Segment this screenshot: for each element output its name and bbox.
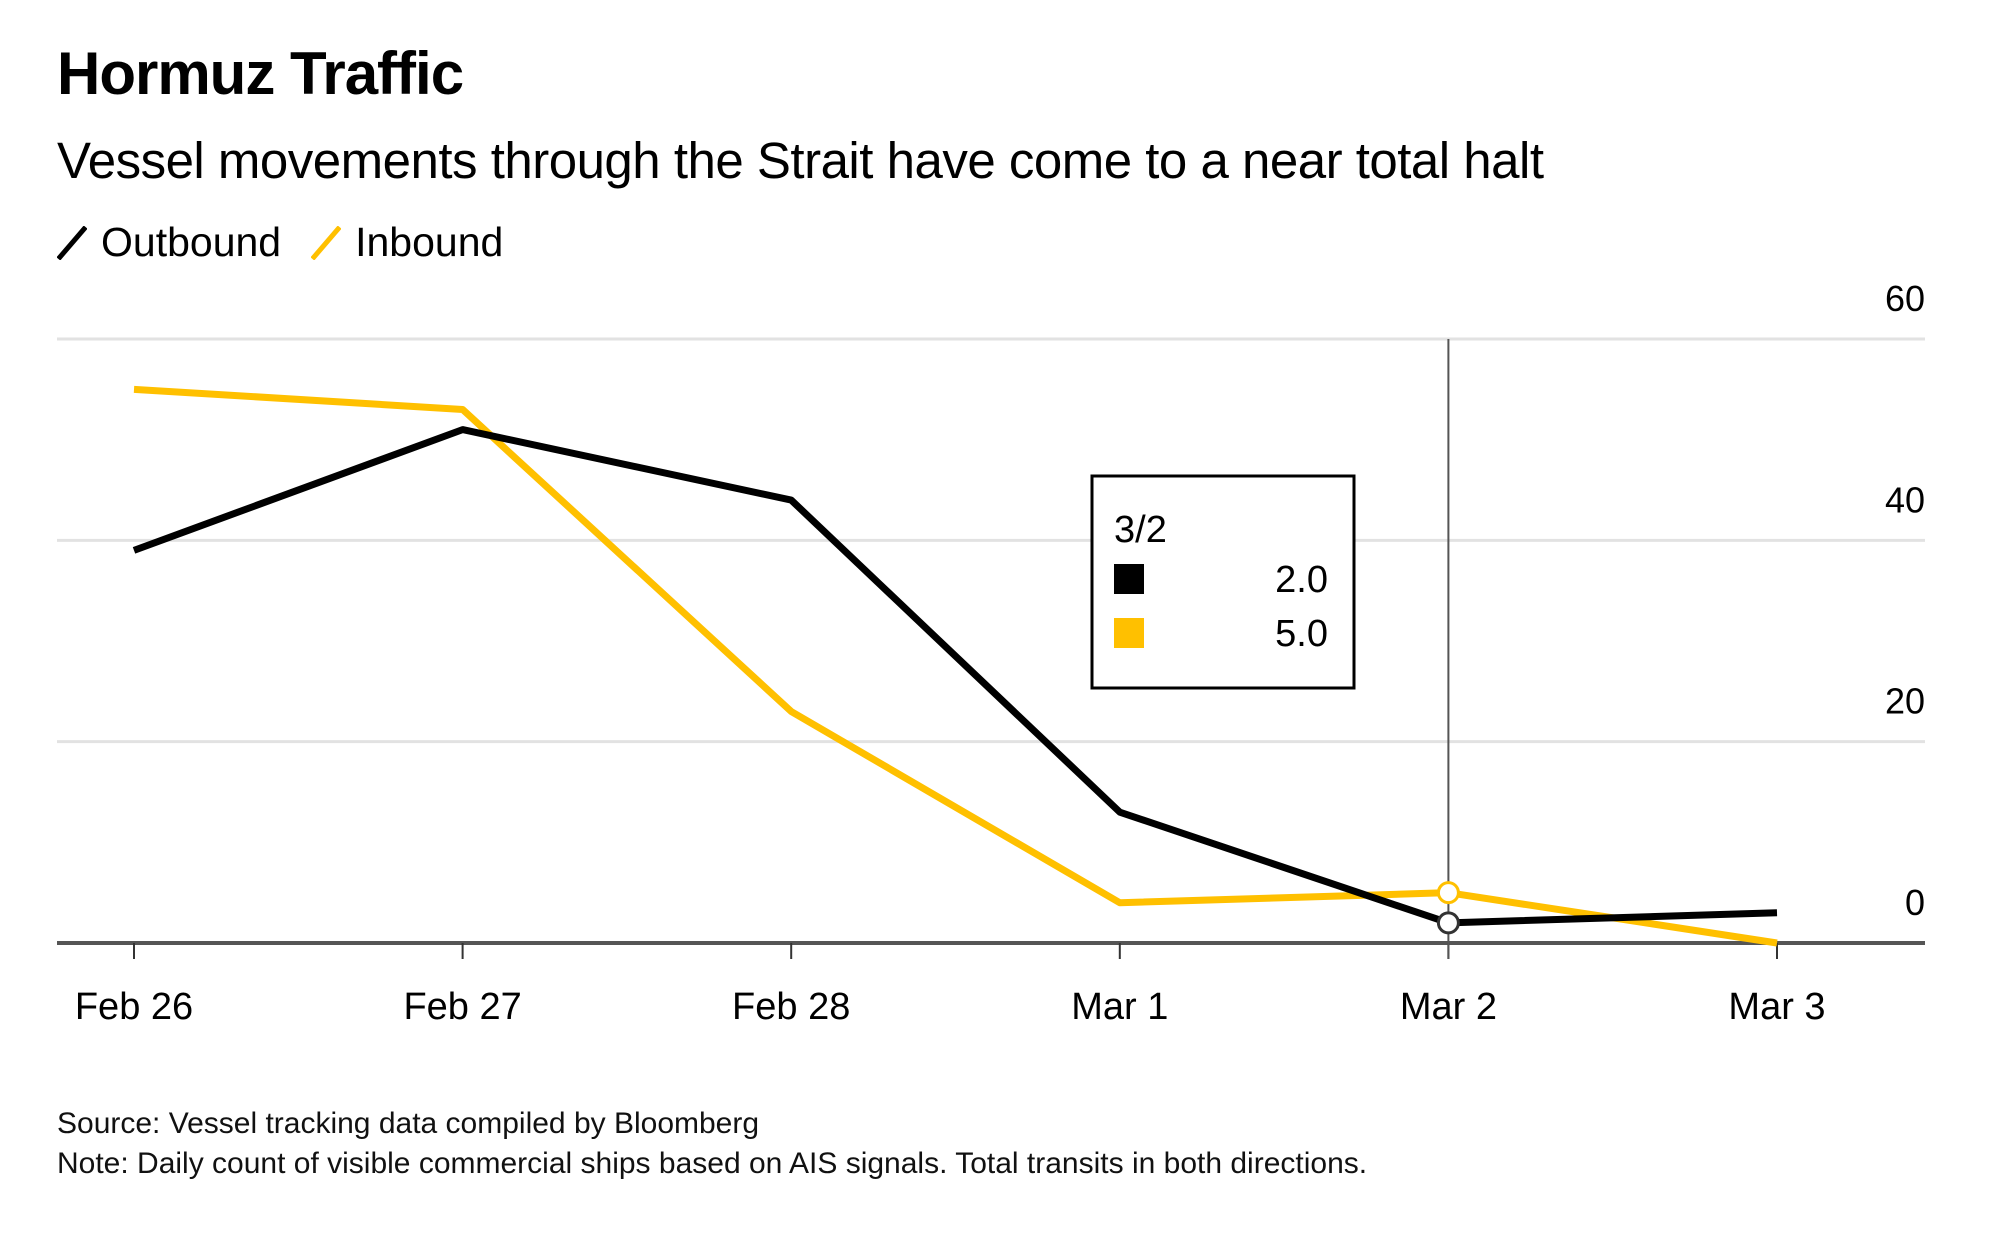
series-line-outbound: [132, 426, 1778, 927]
gridlines: [57, 337, 1925, 744]
hover-marker-outbound: [1436, 911, 1460, 935]
series-line-inbound: [133, 385, 1778, 947]
tooltip-value-outbound: 2.0: [1275, 559, 1328, 601]
y-axis-labels: 0 20 40 60: [1885, 278, 1925, 923]
x-tick-label: Mar 3: [1728, 986, 1825, 1028]
y-tick-label: 40: [1885, 479, 1925, 520]
tooltip-value-inbound: 5.0: [1275, 613, 1328, 655]
x-tick-label: Feb 27: [403, 986, 521, 1028]
x-tick-label: Mar 2: [1400, 986, 1497, 1028]
source-note: Source: Vessel tracking data compiled by…: [57, 1107, 760, 1140]
x-axis: Feb 26 Feb 27 Feb 28 Mar 1 Mar 2 Mar 3: [57, 941, 1925, 1028]
legend-label-inbound: Inbound: [355, 219, 504, 265]
hover-marker-inbound: [1436, 881, 1460, 905]
chart-title: Hormuz Traffic: [57, 40, 464, 107]
legend-item-outbound[interactable]: Outbound: [57, 222, 281, 263]
chart-subtitle: Vessel movements through the Strait have…: [57, 132, 1544, 189]
tooltip-box: 3/2 2.0 5.0: [1090, 474, 1356, 690]
y-tick-label: 20: [1885, 681, 1925, 722]
x-tick-label: Mar 1: [1071, 986, 1168, 1028]
tooltip-swatch-inbound: [1114, 618, 1144, 648]
y-tick-label: 60: [1885, 278, 1925, 319]
legend-item-inbound[interactable]: Inbound: [311, 222, 503, 263]
legend: Outbound Inbound: [57, 222, 533, 263]
footer: Source: Vessel tracking data compiled by…: [57, 1104, 1367, 1184]
x-tick-label: Feb 26: [75, 986, 193, 1028]
tooltip-date: 3/2: [1114, 509, 1167, 551]
tooltip-swatch-outbound: [1114, 564, 1144, 594]
hover-markers: [1436, 881, 1460, 935]
legend-slash-outbound-icon: [57, 225, 87, 260]
x-tick-label: Feb 28: [732, 986, 850, 1028]
y-tick-label: 0: [1905, 882, 1925, 923]
legend-slash-inbound-icon: [311, 225, 342, 260]
series-lines: [132, 385, 1778, 947]
legend-label-outbound: Outbound: [101, 219, 282, 265]
methodology-note: Note: Daily count of visible commercial …: [57, 1147, 1368, 1180]
